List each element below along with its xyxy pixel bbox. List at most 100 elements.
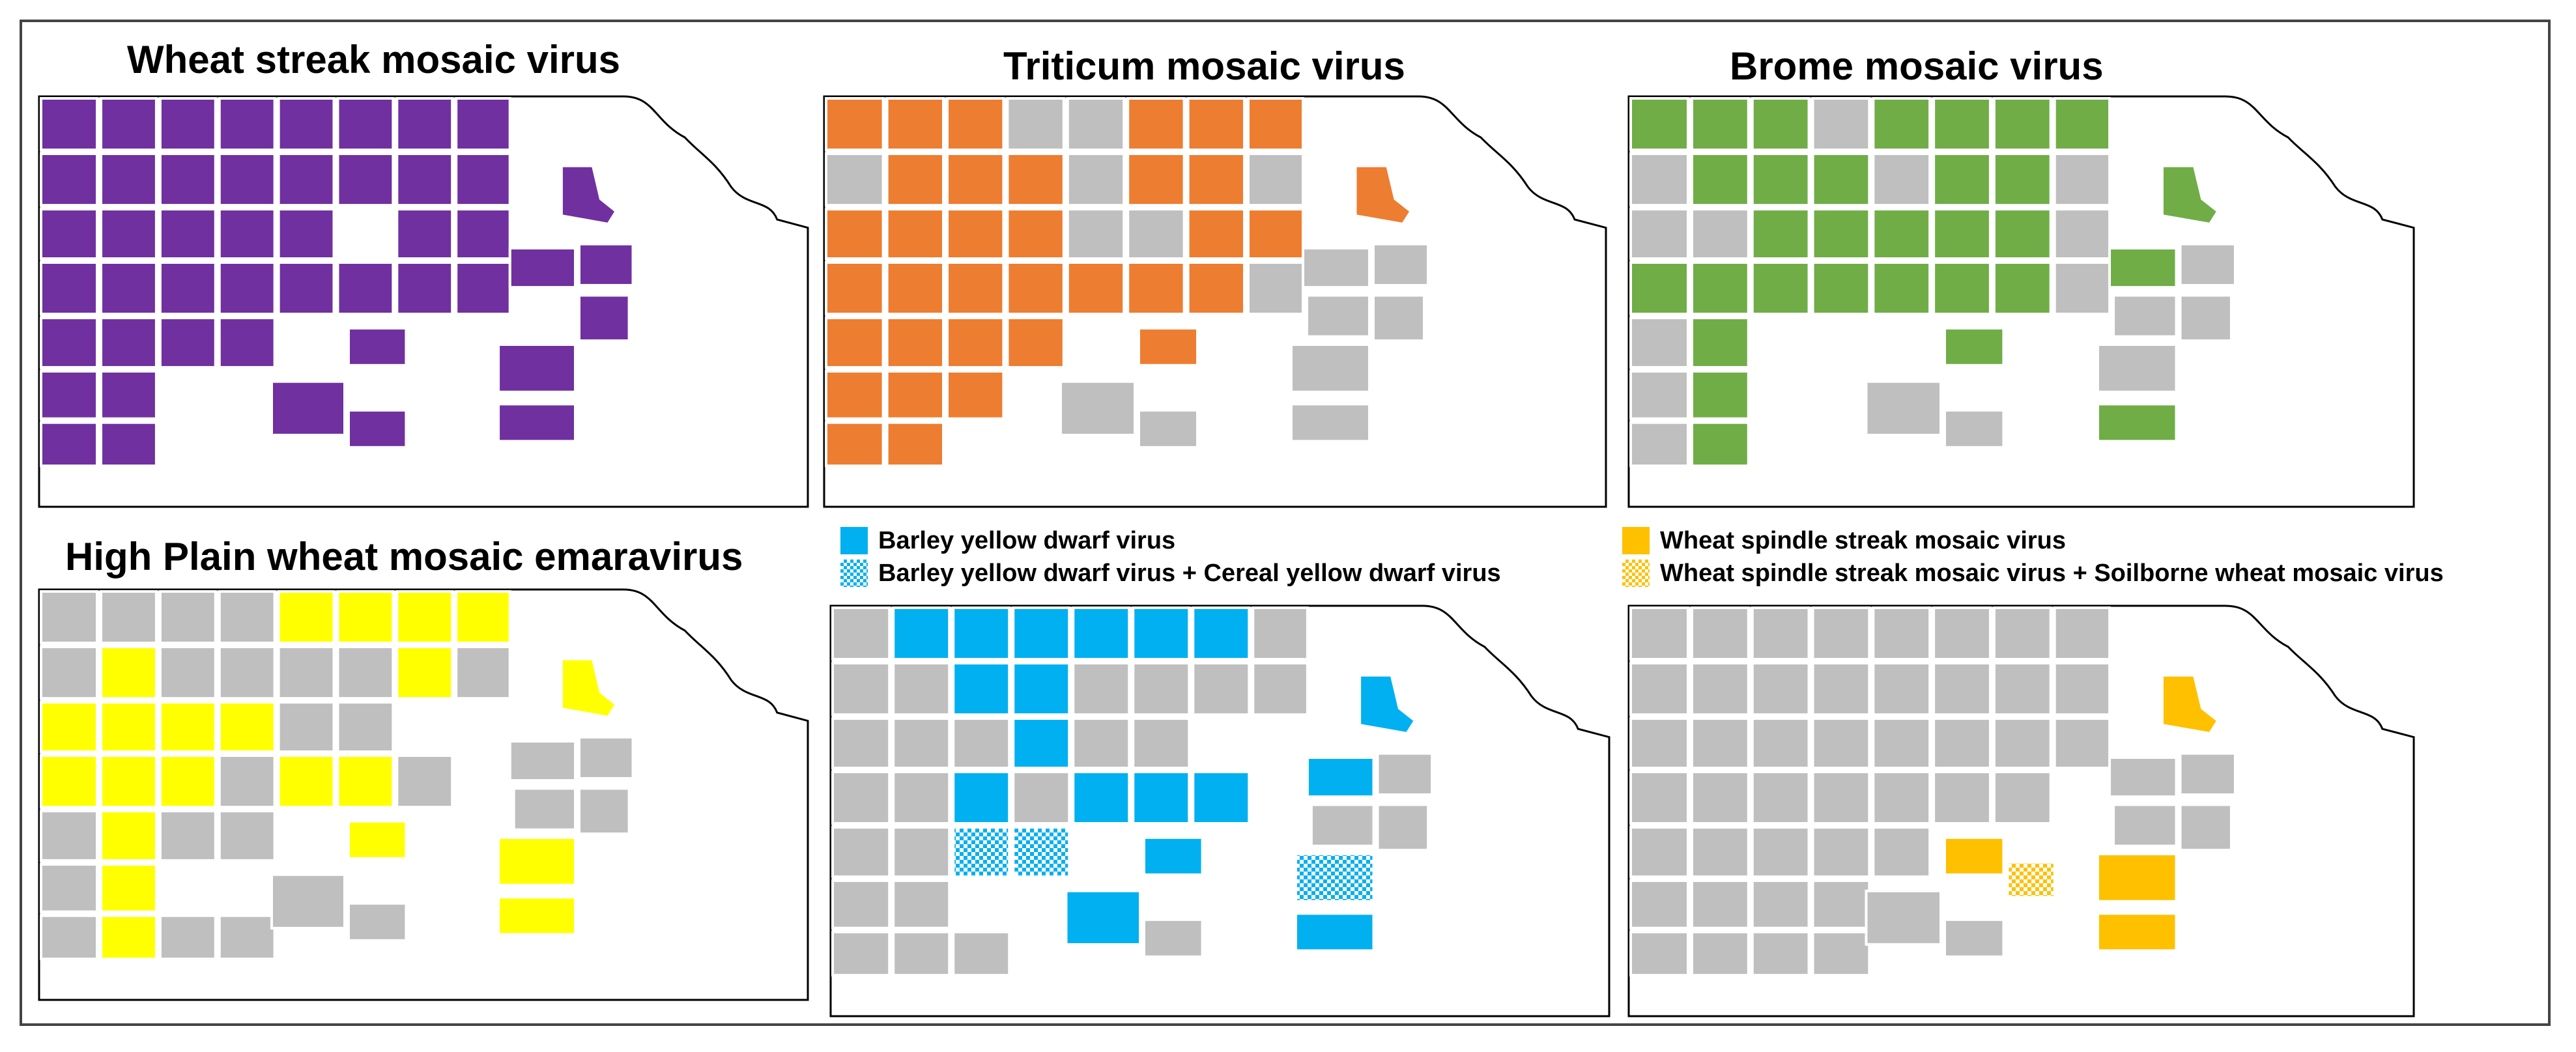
county-untested [40,590,99,645]
county-positive [2096,403,2178,443]
county-positive [885,152,945,207]
county-positive [946,261,1005,316]
county-untested [1751,606,1810,661]
county-positive [40,701,99,754]
county-positive [277,97,336,152]
county-northeast [2161,674,2219,734]
county-untested [347,902,408,942]
county-untested [1072,717,1131,770]
county-untested [395,754,454,809]
county-positive [1751,208,1810,261]
county-untested [2112,294,2178,338]
legend-swatch-checker [840,560,868,587]
county-positive [336,97,395,152]
county-positive [100,810,158,862]
county-untested [1811,717,1871,770]
county-untested [218,590,276,645]
county-untested [2179,242,2237,287]
county-positive [218,317,276,369]
county-positive [347,819,408,860]
county-untested [1932,606,1992,661]
county-positive [40,97,99,152]
county-positive [395,646,454,700]
county-positive [455,208,511,261]
county-positive [885,369,945,420]
county-untested [831,879,891,930]
county-positive [100,369,158,420]
county-positive [100,152,158,207]
county-positive [1295,912,1375,952]
county-positive [1012,717,1071,770]
county-northeast [560,658,617,718]
county-positive [455,97,511,152]
county-untested [1751,717,1810,770]
county-untested [1290,403,1371,443]
county-untested [831,662,891,717]
county-untested [1629,369,1689,420]
county-positive [395,261,454,316]
legend-entry: Wheat spindle streak mosaic virus [1622,524,2444,557]
county-positive [1690,261,1750,316]
county-positive [1629,97,1689,152]
county-positive [1943,326,2005,367]
county-untested [1811,826,1871,878]
county-positive [100,914,158,961]
county-positive [218,152,276,207]
county-positive [578,242,635,287]
county-positive [40,421,99,468]
county-positive [218,208,276,261]
county-positive [277,208,336,261]
county-untested [1992,771,2052,825]
county-untested [277,646,336,700]
county-untested [1306,294,1371,338]
county-positive [1629,261,1689,316]
county-untested [1811,662,1871,717]
county-untested [1872,606,1932,661]
county-positive [40,754,99,809]
county-untested [892,826,951,878]
map-wheat-streak-mosaic [38,95,809,508]
county-positive [336,152,395,207]
county-positive [40,317,99,369]
panel-title-brome: Brome mosaic virus [1730,44,2104,88]
county-untested [1932,662,1992,717]
county-untested [1376,803,1430,851]
county-untested [2053,606,2111,661]
county-positive [885,97,945,152]
legend-swatch-solid [1622,527,1650,554]
county-untested [1690,930,1750,977]
county-positive [1247,208,1304,261]
county-untested [1309,803,1375,847]
county-untested [508,739,577,782]
county-untested [831,930,891,977]
county-positive [100,208,158,261]
county-positive [1132,771,1191,825]
county-positive [885,208,945,261]
county-untested [1811,606,1871,661]
county-positive [1186,208,1246,261]
county-untested [2053,152,2111,207]
county-positive [1126,97,1186,152]
county-positive [1012,606,1071,661]
county-untested [1992,606,2052,661]
county-positive [825,261,885,316]
county-untested [1811,879,1871,930]
county-untested [218,754,276,809]
county-untested [831,771,891,825]
county-positive [218,97,276,152]
county-positive [100,754,158,809]
county-untested [1629,771,1689,825]
county-positive [395,590,454,645]
county-positive [508,246,577,289]
county-untested [1006,97,1065,152]
county-positive [395,208,454,261]
county-positive [100,701,158,754]
legend-entry: Wheat spindle streak mosaic virus + Soil… [1622,557,2444,590]
county-untested [892,771,951,825]
county-positive [158,317,217,369]
county-positive [825,97,885,152]
county-untested [825,152,885,207]
legend-label: Wheat spindle streak mosaic virus + Soil… [1660,559,2444,587]
county-positive [277,590,336,645]
county-untested [1751,771,1810,825]
